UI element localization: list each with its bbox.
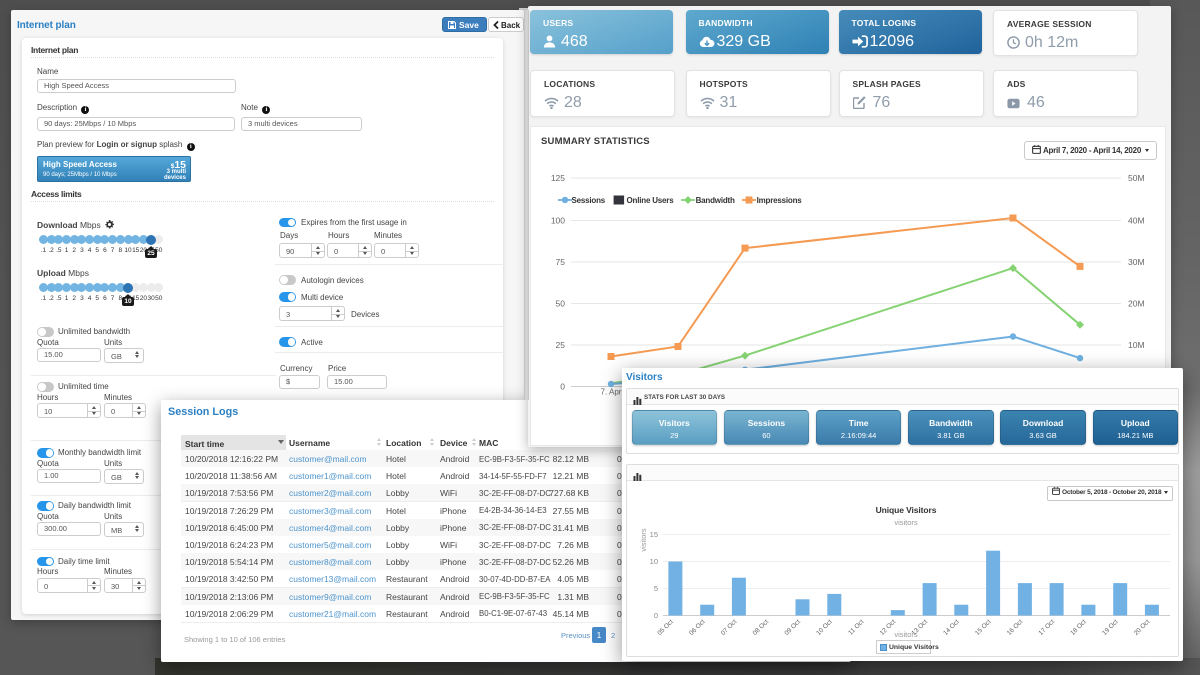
- svg-text:7. Apr: 7. Apr: [601, 388, 622, 397]
- svg-text:11 Oct: 11 Oct: [847, 618, 865, 636]
- svg-text:06 Oct: 06 Oct: [688, 618, 707, 637]
- svg-text:40M: 40M: [1128, 216, 1145, 226]
- svg-text:Online Users: Online Users: [627, 196, 675, 205]
- svg-text:visitors: visitors: [639, 528, 648, 552]
- svg-text:15: 15: [650, 530, 658, 539]
- svg-text:5: 5: [654, 584, 658, 593]
- svg-text:19 Oct: 19 Oct: [1101, 618, 1120, 637]
- svg-text:30M: 30M: [1128, 257, 1145, 267]
- svg-text:09 Oct: 09 Oct: [783, 618, 802, 637]
- svg-text:visitors: visitors: [894, 518, 918, 527]
- svg-text:15 Oct: 15 Oct: [974, 618, 993, 637]
- svg-text:Bandwidth: Bandwidth: [696, 196, 735, 205]
- svg-text:25: 25: [556, 340, 566, 350]
- svg-text:20M: 20M: [1128, 299, 1145, 309]
- svg-text:0: 0: [654, 611, 658, 620]
- svg-text:20 Oct: 20 Oct: [1133, 618, 1152, 637]
- svg-text:16 Oct: 16 Oct: [1006, 618, 1025, 637]
- svg-text:50M: 50M: [1128, 173, 1145, 183]
- svg-text:125: 125: [551, 173, 565, 183]
- svg-text:05 Oct: 05 Oct: [656, 618, 675, 637]
- svg-text:17 Oct: 17 Oct: [1038, 618, 1057, 637]
- svg-text:75: 75: [556, 257, 566, 267]
- svg-text:07 Oct: 07 Oct: [720, 618, 739, 637]
- svg-text:50: 50: [556, 299, 566, 309]
- svg-text:14 Oct: 14 Oct: [942, 618, 961, 637]
- svg-text:Impressions: Impressions: [757, 196, 803, 205]
- svg-text:10: 10: [650, 557, 658, 566]
- svg-text:18 Oct: 18 Oct: [1069, 618, 1088, 637]
- svg-text:08 Oct: 08 Oct: [752, 618, 771, 637]
- svg-text:100: 100: [551, 216, 565, 226]
- svg-text:visitors: visitors: [894, 630, 918, 639]
- svg-text:Unique Visitors: Unique Visitors: [876, 505, 937, 515]
- svg-text:10M: 10M: [1128, 340, 1145, 350]
- svg-text:10 Oct: 10 Oct: [815, 618, 834, 637]
- svg-text:0: 0: [560, 382, 565, 392]
- svg-text:Sessions: Sessions: [572, 196, 606, 205]
